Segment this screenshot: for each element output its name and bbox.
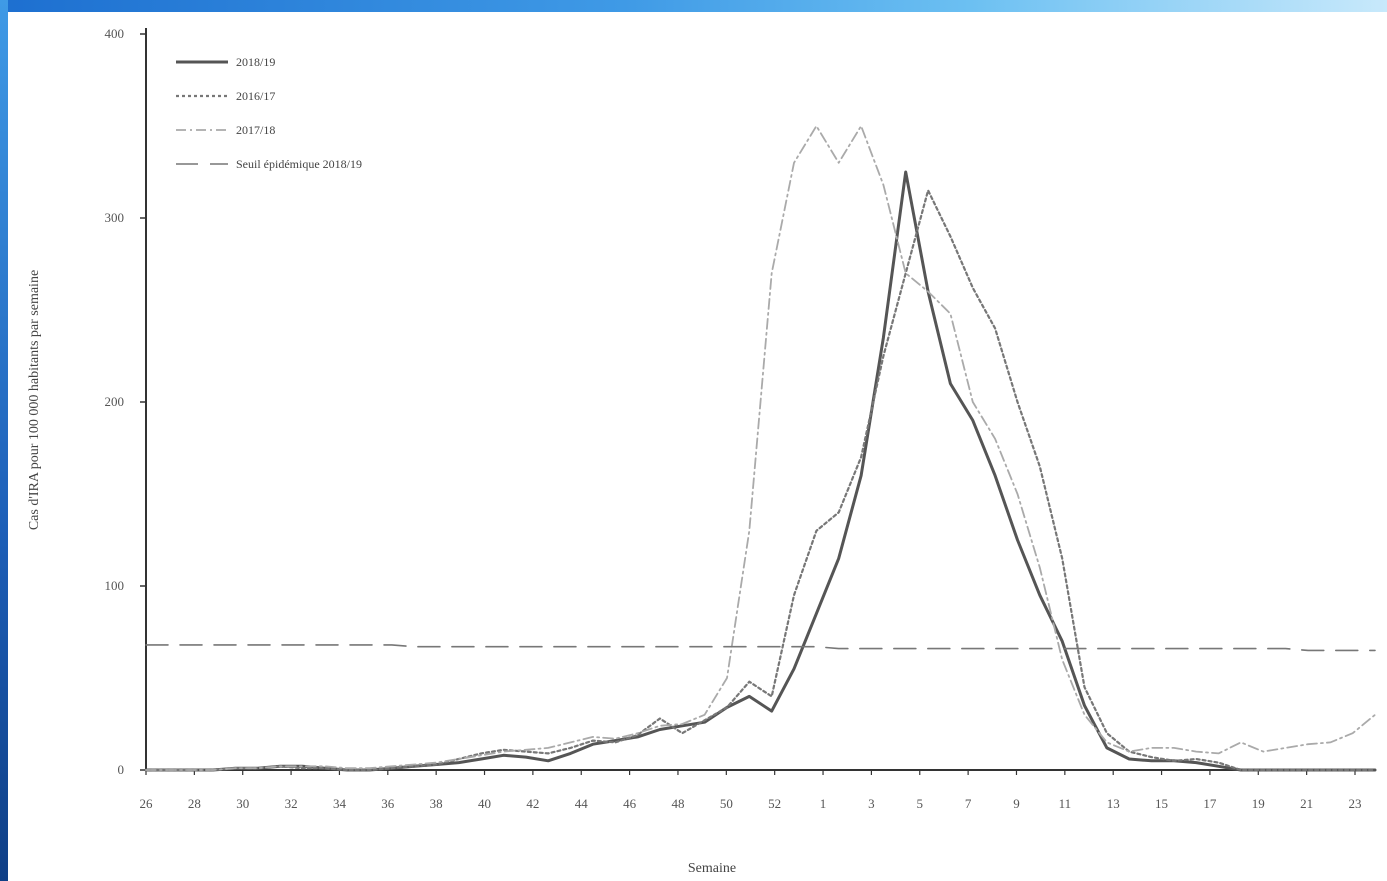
x-tick-label: 32 — [285, 796, 298, 811]
series-line-2 — [145, 125, 1376, 771]
legend: 2018/19 2016/17 2017/18 Seuil épidémique 20… — [176, 55, 362, 171]
legend-label-3: Seuil épidémique 2018/19 — [236, 157, 362, 171]
y-tick-label: 300 — [105, 210, 125, 225]
legend-label-0: 2018/19 — [236, 55, 275, 69]
series-line-0 — [144, 170, 1377, 772]
x-tick-label: 5 — [917, 796, 924, 811]
x-tick-label: 19 — [1252, 796, 1265, 811]
series-line-3 — [145, 644, 1376, 652]
x-tick-label: 36 — [381, 796, 395, 811]
x-tick-label: 34 — [333, 796, 347, 811]
x-tick-label: 44 — [575, 796, 589, 811]
legend-label-1: 2016/17 — [236, 89, 275, 103]
legend-label-2: 2017/18 — [236, 123, 275, 137]
y-tick-label: 100 — [105, 578, 125, 593]
x-tick-label: 48 — [671, 796, 684, 811]
x-tick-label: 1 — [820, 796, 827, 811]
x-tick-label: 17 — [1203, 796, 1217, 811]
x-axis-ticks: 26 28 30 32 34 36 38 40 42 44 46 48 50 52 1 3 5 7 9 11 13 15 1… — [140, 770, 1362, 811]
x-tick-label: 26 — [140, 796, 154, 811]
x-tick-label: 11 — [1059, 796, 1072, 811]
x-tick-label: 38 — [430, 796, 443, 811]
series-lines — [144, 125, 1377, 772]
y-tick-label: 200 — [105, 394, 125, 409]
x-tick-label: 46 — [623, 796, 637, 811]
series-line-1 — [144, 189, 1377, 772]
y-axis-label: Cas d'IRA pour 100 000 habitants par sem… — [27, 270, 42, 530]
x-tick-label: 23 — [1349, 796, 1362, 811]
x-tick-label: 30 — [236, 796, 249, 811]
slide-top-border — [0, 0, 1387, 12]
slide-left-border — [0, 0, 8, 881]
y-tick-label: 0 — [118, 762, 125, 777]
x-tick-label: 42 — [526, 796, 539, 811]
y-axis-ticks: 0 100 200 300 400 — [105, 26, 146, 777]
x-tick-label: 3 — [868, 796, 875, 811]
x-tick-label: 7 — [965, 796, 972, 811]
x-tick-label: 40 — [478, 796, 491, 811]
x-tick-label: 28 — [188, 796, 201, 811]
x-axis-label: Semaine — [688, 861, 736, 876]
x-tick-label: 50 — [720, 796, 733, 811]
y-tick-label: 400 — [105, 26, 125, 41]
x-tick-label: 52 — [768, 796, 781, 811]
x-tick-label: 21 — [1300, 796, 1313, 811]
x-tick-label: 15 — [1155, 796, 1168, 811]
x-tick-label: 13 — [1107, 796, 1120, 811]
x-tick-label: 9 — [1013, 796, 1020, 811]
